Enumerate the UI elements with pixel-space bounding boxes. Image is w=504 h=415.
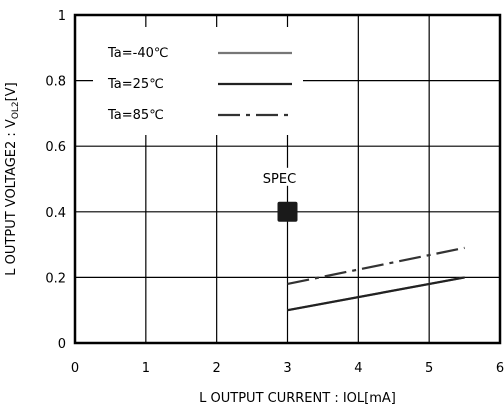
y-axis-title-main: L OUTPUT VOLTAGE2 : V (4, 119, 19, 276)
spec-marker (277, 201, 298, 222)
y-axis-title-sub: OL2 (11, 101, 21, 119)
spec-label-background (239, 167, 304, 186)
series-line (287, 246, 465, 286)
legend: Ta=-40℃ Ta=25℃ Ta=85℃ (93, 27, 303, 135)
spec-label: SPEC (263, 172, 296, 187)
legend-label: Ta=85℃ (107, 108, 164, 123)
y-tick-label: 0 (58, 337, 66, 352)
plot-frame (73, 13, 502, 345)
y-tick-label: 0.2 (45, 271, 66, 286)
legend-background (93, 27, 303, 135)
x-tick-label: 6 (496, 361, 504, 376)
y-axis-title-unit: [V] (4, 82, 19, 101)
series-line (287, 276, 465, 312)
x-tick-label: 5 (425, 361, 433, 376)
y-axis-title: L OUTPUT VOLTAGE2 : VOL2[V] (4, 82, 21, 275)
y-tick-labels: 0 0.2 0.4 0.6 0.8 1 (45, 9, 66, 352)
x-tick-label: 3 (283, 361, 291, 376)
x-tick-label: 2 (213, 361, 221, 376)
svg-text:L OUTPUT VOLTAGE2 : VOL2[V]: L OUTPUT VOLTAGE2 : VOL2[V] (4, 82, 21, 275)
x-tick-label: 4 (354, 361, 362, 376)
legend-label: Ta=25℃ (107, 77, 164, 92)
x-tick-label: 1 (142, 361, 150, 376)
series-lines (287, 246, 465, 312)
y-tick-label: 0.4 (45, 206, 66, 221)
x-tick-label: 0 (71, 361, 79, 376)
y-tick-label: 1 (58, 9, 66, 24)
x-tick-labels: 0 1 2 3 4 5 6 (71, 361, 504, 376)
y-tick-label: 0.6 (45, 140, 66, 155)
y-tick-label: 0.8 (45, 75, 66, 90)
annotations: SPEC (239, 167, 304, 222)
legend-label: Ta=-40℃ (107, 46, 168, 61)
x-axis-title: L OUTPUT CURRENT : IOL[mA] (199, 391, 396, 406)
